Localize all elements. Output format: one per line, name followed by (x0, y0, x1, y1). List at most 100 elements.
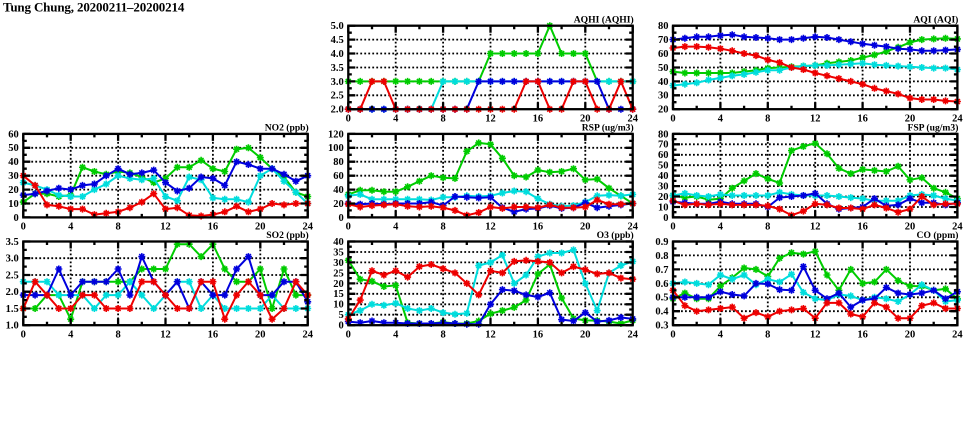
svg-text:50: 50 (658, 63, 669, 74)
svg-text:12: 12 (160, 329, 171, 340)
svg-text:4: 4 (393, 222, 399, 233)
svg-text:5.0: 5.0 (331, 21, 344, 32)
svg-text:8: 8 (440, 329, 445, 340)
svg-text:24: 24 (627, 329, 638, 340)
svg-text:50: 50 (8, 143, 19, 154)
svg-text:30: 30 (8, 171, 19, 182)
svg-text:2.5: 2.5 (331, 91, 344, 102)
svg-text:20: 20 (580, 222, 591, 233)
svg-text:16: 16 (857, 113, 868, 124)
svg-text:20: 20 (580, 329, 591, 340)
svg-text:0: 0 (670, 222, 675, 233)
svg-text:0: 0 (346, 222, 351, 233)
svg-text:4: 4 (393, 329, 399, 340)
svg-text:FSP (ug/m3): FSP (ug/m3) (907, 123, 958, 134)
svg-text:60: 60 (333, 171, 344, 182)
svg-text:AQHI (AQHI): AQHI (AQHI) (574, 14, 634, 25)
svg-text:8: 8 (765, 113, 770, 124)
svg-text:2.5: 2.5 (6, 270, 19, 281)
svg-text:0.5: 0.5 (655, 293, 668, 304)
svg-text:3.5: 3.5 (6, 237, 19, 248)
svg-text:4: 4 (68, 222, 74, 233)
svg-text:20: 20 (255, 222, 266, 233)
svg-text:0: 0 (670, 113, 675, 124)
svg-text:1.0: 1.0 (6, 321, 19, 332)
svg-text:16: 16 (208, 222, 219, 233)
svg-text:20: 20 (255, 329, 266, 340)
svg-text:24: 24 (302, 329, 313, 340)
svg-text:AQI (AQI): AQI (AQI) (913, 14, 958, 25)
svg-text:2.0: 2.0 (331, 105, 344, 116)
svg-text:40: 40 (658, 171, 669, 182)
svg-text:60: 60 (658, 150, 669, 161)
svg-text:0.8: 0.8 (655, 251, 668, 262)
svg-text:60: 60 (8, 129, 19, 140)
svg-text:16: 16 (857, 222, 868, 233)
svg-text:35: 35 (333, 247, 344, 258)
svg-text:20: 20 (658, 105, 669, 116)
svg-text:1.5: 1.5 (6, 304, 19, 315)
svg-text:Tung Chung, 20200211–20200214: Tung Chung, 20200211–20200214 (3, 0, 185, 15)
svg-text:16: 16 (533, 222, 544, 233)
svg-text:30: 30 (658, 182, 669, 193)
svg-text:0: 0 (346, 329, 351, 340)
svg-text:8: 8 (440, 113, 445, 124)
svg-text:0: 0 (339, 213, 344, 224)
svg-text:30: 30 (658, 91, 669, 102)
svg-text:60: 60 (658, 49, 669, 60)
svg-text:16: 16 (857, 329, 868, 340)
svg-text:40: 40 (8, 157, 19, 168)
svg-text:0: 0 (339, 321, 344, 332)
svg-text:40: 40 (658, 77, 669, 88)
svg-text:3.0: 3.0 (331, 77, 344, 88)
svg-text:16: 16 (533, 329, 544, 340)
svg-text:0: 0 (346, 113, 351, 124)
svg-text:100: 100 (328, 143, 344, 154)
svg-text:10: 10 (8, 199, 19, 210)
svg-text:20: 20 (580, 113, 591, 124)
svg-text:12: 12 (160, 222, 171, 233)
svg-text:3.0: 3.0 (6, 254, 19, 265)
svg-text:20: 20 (905, 222, 916, 233)
svg-text:12: 12 (485, 222, 496, 233)
svg-text:20: 20 (8, 185, 19, 196)
svg-text:0: 0 (21, 222, 26, 233)
svg-text:4: 4 (718, 329, 724, 340)
svg-text:70: 70 (658, 35, 669, 46)
svg-text:4: 4 (393, 113, 399, 124)
svg-text:8: 8 (115, 329, 120, 340)
svg-text:25: 25 (333, 268, 344, 279)
svg-text:24: 24 (627, 222, 638, 233)
svg-text:20: 20 (333, 199, 344, 210)
svg-text:16: 16 (533, 113, 544, 124)
svg-text:30: 30 (333, 258, 344, 269)
svg-text:0.4: 0.4 (655, 307, 669, 318)
svg-text:RSP (ug/m3): RSP (ug/m3) (582, 123, 634, 134)
svg-text:40: 40 (333, 237, 344, 248)
svg-text:12: 12 (485, 329, 496, 340)
svg-text:0.9: 0.9 (655, 237, 668, 248)
svg-text:5: 5 (339, 310, 344, 321)
svg-text:8: 8 (765, 222, 770, 233)
svg-text:24: 24 (302, 222, 313, 233)
svg-text:NO2 (ppb): NO2 (ppb) (265, 123, 309, 134)
svg-text:4.0: 4.0 (331, 49, 344, 60)
svg-text:SO2 (ppb): SO2 (ppb) (266, 230, 308, 241)
svg-text:20: 20 (658, 192, 669, 203)
svg-text:0.6: 0.6 (655, 279, 668, 290)
svg-text:0: 0 (670, 329, 675, 340)
svg-text:2.0: 2.0 (6, 287, 19, 298)
svg-text:80: 80 (333, 157, 344, 168)
svg-text:12: 12 (485, 113, 496, 124)
svg-text:24: 24 (952, 329, 963, 340)
svg-text:10: 10 (333, 300, 344, 311)
svg-text:80: 80 (658, 129, 669, 140)
svg-text:3.5: 3.5 (331, 63, 344, 74)
svg-text:0: 0 (14, 213, 19, 224)
svg-text:O3 (ppb): O3 (ppb) (597, 230, 634, 241)
svg-text:CO (ppm): CO (ppm) (917, 230, 959, 241)
svg-text:16: 16 (208, 329, 219, 340)
svg-text:20: 20 (905, 113, 916, 124)
svg-text:24: 24 (627, 113, 638, 124)
svg-text:24: 24 (952, 222, 963, 233)
